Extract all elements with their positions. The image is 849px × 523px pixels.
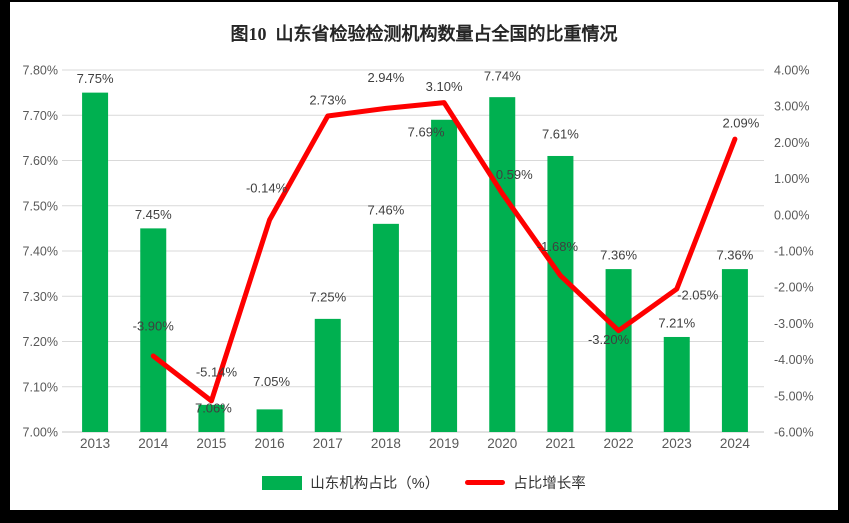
bar-label-2020: 7.74% [484, 69, 521, 84]
bar-2024 [721, 269, 748, 432]
legend-item-line-series: 占比增长率 [465, 472, 586, 493]
bar-label-2017: 7.25% [309, 289, 346, 304]
right-axis-tick: 4.00% [774, 64, 809, 78]
bar-2013 [82, 92, 109, 432]
bar-2018 [372, 223, 399, 432]
left-axis-tick: 7.00% [23, 426, 58, 440]
left-axis-tick: 7.80% [23, 64, 58, 78]
right-axis-tick: -1.00% [774, 245, 814, 259]
bar-label-2024: 7.36% [716, 248, 753, 263]
left-axis-tick: 7.30% [23, 290, 58, 304]
line-label-2021: -1.68% [537, 239, 579, 254]
bar-2017 [314, 318, 341, 432]
bar-label-2018: 7.46% [367, 202, 404, 217]
left-axis-tick: 7.10% [23, 380, 58, 394]
line-label-2020: 0.59% [496, 167, 533, 182]
left-axis-tick: 7.60% [23, 154, 58, 168]
chart-title: 图10 山东省检验检测机构数量占全国的比重情况 [230, 24, 618, 44]
x-axis-label-2022: 2022 [604, 436, 634, 451]
bar-2022 [605, 269, 632, 432]
x-axis-label-2017: 2017 [313, 436, 343, 451]
legend-item-bar-series: 山东机构占比（%） [262, 472, 439, 493]
bar-label-2016: 7.05% [253, 374, 290, 389]
right-axis-tick: 2.00% [774, 136, 809, 150]
left-axis-tick: 7.50% [23, 199, 58, 213]
line-label-2019: 3.10% [426, 79, 463, 94]
bar-2015 [198, 404, 225, 432]
line-label-2022: -3.20% [588, 332, 630, 347]
bar-2016 [256, 409, 283, 432]
legend-label-bar-series: 山东机构占比（%） [310, 476, 440, 492]
right-axis-tick: -3.00% [774, 317, 814, 331]
left-axis-tick: 7.40% [23, 245, 58, 259]
x-axis-label-2024: 2024 [720, 436, 751, 451]
line-label-2015: -5.14% [196, 364, 238, 379]
bar-2020 [489, 97, 516, 433]
right-axis-tick: -6.00% [774, 426, 814, 440]
x-axis-label-2013: 2013 [80, 436, 110, 451]
line-label-2018: 2.94% [367, 70, 404, 85]
growth-rate-line [150, 100, 738, 404]
bar-label-2014: 7.45% [135, 207, 172, 222]
x-axis-label-2018: 2018 [371, 436, 401, 451]
x-axis-label-2016: 2016 [255, 436, 285, 451]
x-axis-label-2019: 2019 [429, 436, 459, 451]
right-axis-tick: 3.00% [774, 100, 809, 114]
right-axis-tick: -5.00% [774, 389, 814, 403]
x-axis-label-2023: 2023 [662, 436, 692, 451]
bar-label-2022: 7.36% [600, 248, 637, 263]
left-axis-tick: 7.20% [23, 335, 58, 349]
bar-label-2013: 7.75% [77, 71, 114, 86]
right-axis-tick: 0.00% [774, 208, 809, 222]
right-axis-tick: -2.00% [774, 281, 814, 295]
bar-label-2023: 7.21% [658, 315, 695, 330]
x-axis-label-2020: 2020 [487, 436, 517, 451]
right-axis-tick: -4.00% [774, 353, 814, 367]
bar-2014 [140, 228, 167, 432]
line-label-2023: -2.05% [677, 288, 719, 303]
line-label-2016: -0.14% [246, 180, 288, 195]
chart-legend: 山东机构占比（%） 占比增长率 [10, 472, 838, 493]
bar-label-2015: 7.06% [195, 400, 232, 415]
bar-label-2021: 7.61% [542, 126, 579, 141]
bar-label-2019: 7.69% [408, 124, 445, 139]
chart-canvas: 图10 山东省检验检测机构数量占全国的比重情况 7.80% 7.70% 7.60% 7… [10, 2, 838, 510]
bar-2021 [547, 155, 574, 432]
combo-chart: 7.80% 7.70% 7.60% 7.50% 7.40% 7.30% 7.20% 7.10%… [23, 64, 814, 452]
right-axis-tick: 1.00% [774, 172, 809, 186]
bar-2023 [663, 336, 690, 432]
bar-series-swatch [262, 475, 303, 490]
line-label-2014: -3.90% [133, 318, 175, 333]
legend-label-line-series: 占比增长率 [513, 476, 586, 492]
x-axis-label-2015: 2015 [196, 436, 226, 451]
line-label-2017: 2.73% [309, 92, 346, 107]
line-label-2024: 2.09% [722, 116, 759, 131]
left-axis-tick: 7.70% [23, 109, 58, 123]
line-series-swatch [465, 480, 506, 485]
x-axis-label-2014: 2014 [138, 436, 169, 451]
x-axis-label-2021: 2021 [545, 436, 575, 451]
bar-2019 [431, 119, 458, 433]
